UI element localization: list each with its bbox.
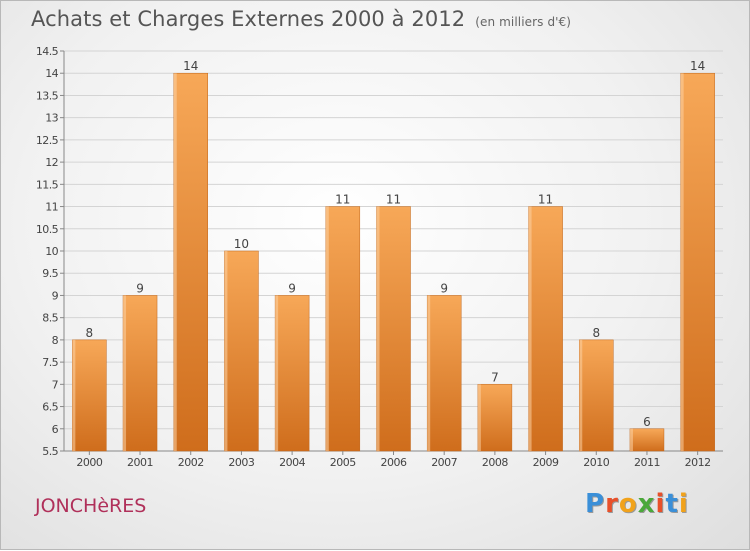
bar-2004 — [274, 295, 310, 452]
value-label: 8 — [592, 326, 600, 340]
bar-highlight — [123, 295, 127, 451]
x-tick-label: 2005 — [330, 456, 356, 469]
logo-letter: i — [678, 489, 689, 519]
bar-2001 — [122, 295, 158, 452]
bar-highlight — [224, 251, 228, 451]
y-tick-label: 11.5 — [36, 178, 59, 191]
y-tick-label: 11 — [45, 201, 58, 214]
bar-2003 — [224, 250, 259, 452]
value-label: 7 — [491, 370, 499, 384]
x-tick-label: 2006 — [381, 456, 407, 469]
value-label: 14 — [690, 59, 705, 73]
bar-highlight — [72, 339, 76, 451]
bar-2008 — [477, 384, 513, 452]
y-tick-label: 7 — [52, 378, 59, 391]
y-tick-label: 10 — [45, 245, 58, 258]
logo-letter: r — [605, 489, 619, 519]
bar-2005 — [325, 206, 361, 452]
y-tick-label: 5.5 — [42, 445, 58, 458]
value-label: 9 — [136, 281, 144, 295]
x-tick-label: 2009 — [533, 456, 559, 469]
commune-name: JONCHèRES — [35, 495, 147, 517]
chart-title-text: Achats et Charges Externes 2000 à 2012 — [31, 7, 466, 31]
y-tick-label: 12.5 — [36, 134, 59, 147]
x-tick-label: 2001 — [127, 456, 153, 469]
bar-2009 — [528, 206, 563, 452]
value-labels: 8 9 14 10 9 11 11 9 7 11 8 6 14 — [86, 59, 706, 429]
value-label: 10 — [234, 237, 249, 251]
x-tick-label: 2000 — [76, 456, 102, 469]
logo-letter: o — [618, 489, 638, 519]
y-tick-label: 10.5 — [36, 223, 59, 236]
bars — [72, 72, 715, 452]
bar-highlight — [528, 206, 532, 451]
bar-highlight — [427, 295, 431, 451]
bar-highlight — [477, 384, 481, 451]
value-label: 14 — [183, 59, 198, 73]
x-tick-label: 2008 — [482, 456, 508, 469]
bar-2012 — [680, 72, 715, 452]
value-label: 11 — [335, 193, 350, 207]
y-tick-label: 9.5 — [42, 267, 58, 280]
bar-highlight — [325, 206, 329, 451]
logo-letter: x — [637, 489, 656, 519]
bar-2010 — [579, 339, 614, 452]
y-tick-label: 8 — [52, 334, 59, 347]
logo-letter: t — [665, 489, 679, 519]
y-tick-label: 8.5 — [42, 312, 58, 325]
x-tick-label: 2010 — [583, 456, 609, 469]
chart-title: Achats et Charges Externes 2000 à 2012 (e… — [31, 7, 571, 31]
y-tick-label: 6.5 — [42, 401, 58, 414]
bar-2000 — [72, 339, 107, 452]
bar-2006 — [376, 206, 411, 452]
y-tick-label: 13 — [45, 112, 58, 125]
y-tick-label: 14 — [45, 67, 58, 80]
x-tick-label: 2007 — [431, 456, 457, 469]
y-tick-label: 14.5 — [36, 45, 59, 58]
value-label: 11 — [538, 193, 553, 207]
bar-highlight — [579, 339, 583, 451]
y-tick-label: 9 — [52, 289, 59, 302]
proxiti-logo[interactable]: Proxiti — [585, 489, 689, 519]
y-tick-label: 12 — [45, 156, 58, 169]
x-tick-label: 2002 — [178, 456, 204, 469]
value-label: 6 — [643, 415, 651, 429]
y-tick-label: 13.5 — [36, 89, 59, 102]
value-label: 9 — [440, 281, 448, 295]
value-label: 8 — [86, 326, 94, 340]
y-tick-label: 7.5 — [42, 356, 58, 369]
logo-letter: P — [585, 489, 606, 519]
bar-highlight — [173, 73, 177, 451]
value-label: 9 — [288, 281, 296, 295]
value-label: 11 — [386, 193, 401, 207]
bar-highlight — [629, 428, 633, 451]
y-tick-label: 6 — [52, 423, 59, 436]
x-tick-label: 2004 — [279, 456, 305, 469]
x-axis: 2000 2001 2002 2003 2004 2005 2006 2007 2008 2009… — [76, 451, 711, 469]
bar-highlight — [376, 206, 380, 451]
bar-2007 — [426, 295, 462, 452]
logo-letter: i — [655, 489, 666, 519]
chart-unit-label: (en milliers d'€) — [475, 15, 572, 29]
bar-highlight — [680, 73, 684, 451]
bar-highlight — [275, 295, 279, 451]
bar-2011 — [629, 428, 665, 452]
x-tick-label: 2011 — [634, 456, 660, 469]
x-tick-label: 2012 — [685, 456, 711, 469]
bar-2002 — [173, 72, 208, 452]
x-tick-label: 2003 — [228, 456, 254, 469]
